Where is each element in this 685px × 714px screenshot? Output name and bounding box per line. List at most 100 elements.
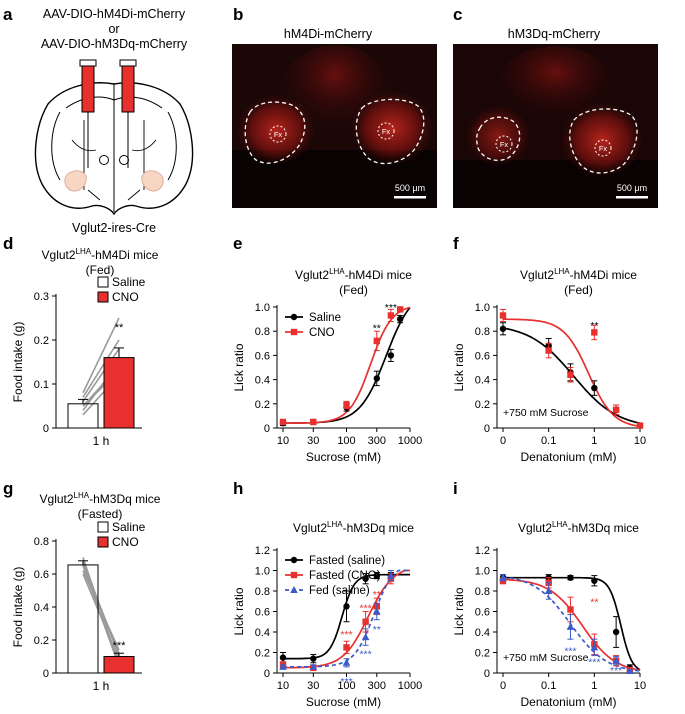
data-point-cno [567, 371, 574, 378]
significance-marker: ** [115, 322, 124, 334]
y-tick-label: 0.4 [255, 375, 270, 387]
y-tick-label: 0.4 [475, 627, 490, 639]
y-tick-label: 0.6 [255, 607, 270, 619]
y-tick-label: 0.2 [34, 335, 49, 347]
panel-c-micrograph: hM3Dq-mCherry Fx Fx 500 μm [453, 27, 658, 208]
data-point-fed-saline- [499, 573, 507, 581]
fx-circle-c-left [495, 135, 513, 153]
chart-d-food-intake-hm4di: Vglut2LHA-hM4Di mice(Fed) 0 0.1 0.2 0.3 Food … [11, 247, 159, 448]
legend-label-saline: Saline [112, 520, 146, 534]
x-tick-label: 0.1 [541, 435, 556, 447]
x-axis-label: 1 h [93, 679, 110, 693]
y-tick-label: 0.4 [255, 627, 270, 639]
virus-label-1: AAV-DIO-hM4Di-mCherry [43, 7, 186, 21]
legend-label-saline: Saline [309, 312, 341, 324]
chart-h-title: Vglut2LHA-hM3Dq mice [293, 520, 414, 535]
sucrose-annotation: +750 mM Sucrose [503, 652, 589, 664]
fit-curve-cno [283, 306, 411, 424]
y-axis-label: Lick ratio [452, 587, 466, 635]
y-tick-label: 0.2 [34, 635, 49, 647]
legend-marker-fasted-cno- [290, 571, 298, 579]
x-tick-label: 300 [368, 680, 386, 692]
y-tick-label: 0.8 [475, 326, 490, 338]
data-point-cno [612, 406, 620, 414]
data-point-saline [396, 315, 404, 323]
data-point-cno [279, 418, 287, 426]
x-tick-label: 1 [591, 680, 597, 692]
panel-b-micrograph: hM4Di-mCherry Fx Fx 500 μm [232, 27, 437, 208]
individual-mouse-line [82, 339, 120, 398]
panel-letter-f: f [453, 234, 459, 253]
legend-marker-cno [290, 328, 298, 336]
data-point-fed-saline- [590, 643, 599, 651]
y-tick-label: 0 [264, 423, 270, 435]
data-point-cno [310, 418, 317, 426]
data-point-fasted-saline- [343, 603, 350, 610]
scale-bar-b [394, 196, 426, 199]
y-tick-label: 0.2 [475, 399, 490, 411]
data-point-cno [343, 401, 350, 409]
lha-outline-c-left [476, 116, 521, 162]
chart-e-lick-sucrose-hm4di: Vglut2LHA-hM4Di mice(Fed) 0 0.2 0.4 0.6 0.8 1.… [232, 267, 422, 464]
lha-outline-c-right [569, 108, 638, 174]
chart-d-title-line2: (Fed) [86, 263, 115, 277]
y-tick-label: 0.4 [475, 375, 490, 387]
legend-swatch-saline [97, 276, 109, 288]
y-tick-label: 0 [43, 668, 49, 680]
x-tick-label: 10 [634, 435, 646, 447]
data-point-fasted-saline- [362, 575, 369, 582]
individual-mouse-line [82, 573, 120, 661]
data-point-fed-saline- [612, 656, 620, 664]
data-point-saline [499, 325, 507, 332]
legend-label-fasted-saline-: Fasted (saline) [309, 555, 385, 567]
y-tick-label: 0.1 [34, 379, 49, 391]
significance-marker: *** [359, 649, 371, 661]
data-point-fed-saline- [342, 658, 351, 666]
sucrose-annotation: +750 mM Sucrose [503, 407, 589, 419]
panel-letter-b: b [233, 5, 243, 24]
y-tick-label: 0.2 [255, 648, 270, 660]
panel-letter-i: i [453, 479, 458, 498]
significance-marker: *** [340, 629, 352, 641]
y-tick-label: 0.8 [255, 586, 270, 598]
y-tick-label: 0 [43, 423, 49, 435]
y-tick-label: 1.2 [475, 545, 490, 557]
data-point-fed-saline- [566, 622, 575, 630]
fx-label-c-right: Fx [599, 144, 608, 153]
x-tick-label: 30 [307, 680, 319, 692]
significance-marker: ** [373, 323, 381, 335]
significance-marker: *** [588, 657, 600, 669]
panel-letter-c: c [453, 5, 462, 24]
x-axis-label: Sucrose (mM) [306, 450, 381, 464]
fx-circle-b-left [269, 125, 287, 143]
x-axis-label: Sucrose (mM) [306, 695, 381, 709]
mouse-line-label: Vglut2-ires-Cre [72, 221, 156, 235]
chart-e-title-line2: (Fed) [339, 283, 368, 297]
bar-saline [67, 403, 99, 429]
data-point-fed-saline- [387, 571, 395, 579]
chart-h-lick-sucrose-hm3dq: Vglut2LHA-hM3Dq mice 0 0.2 0.4 0.6 0.8 1.0 1.2 L… [232, 520, 422, 709]
y-tick-label: 0.6 [475, 607, 490, 619]
y-axis-label: Food intake (g) [11, 567, 25, 648]
chart-f-title-line2: (Fed) [564, 283, 593, 297]
data-point-cno [396, 306, 404, 313]
x-tick-label: 10 [634, 680, 646, 692]
syringe-left [79, 59, 97, 168]
y-tick-label: 0.8 [255, 326, 270, 338]
data-point-cno [636, 422, 644, 429]
data-point-fed-saline- [372, 607, 381, 615]
fx-label-b-left: Fx [274, 130, 283, 139]
significance-marker: *** [385, 302, 397, 314]
panel-a-schematic: AAV-DIO-hM4Di-mCherry or AAV-DIO-hM3Dq-m… [34, 7, 194, 235]
data-point-cno [545, 347, 552, 354]
legend-marker-saline [290, 313, 298, 321]
data-point-fed-saline- [544, 587, 553, 594]
data-point-fed-saline- [309, 662, 318, 670]
y-axis-label: Food intake (g) [11, 322, 25, 403]
y-tick-label: 0.2 [255, 399, 270, 411]
x-tick-label: 100 [337, 435, 355, 447]
y-tick-label: 0.6 [34, 569, 49, 581]
legend-marker-fasted-saline- [290, 556, 298, 564]
y-tick-label: 0.3 [34, 291, 49, 303]
significance-marker: ** [590, 596, 598, 608]
